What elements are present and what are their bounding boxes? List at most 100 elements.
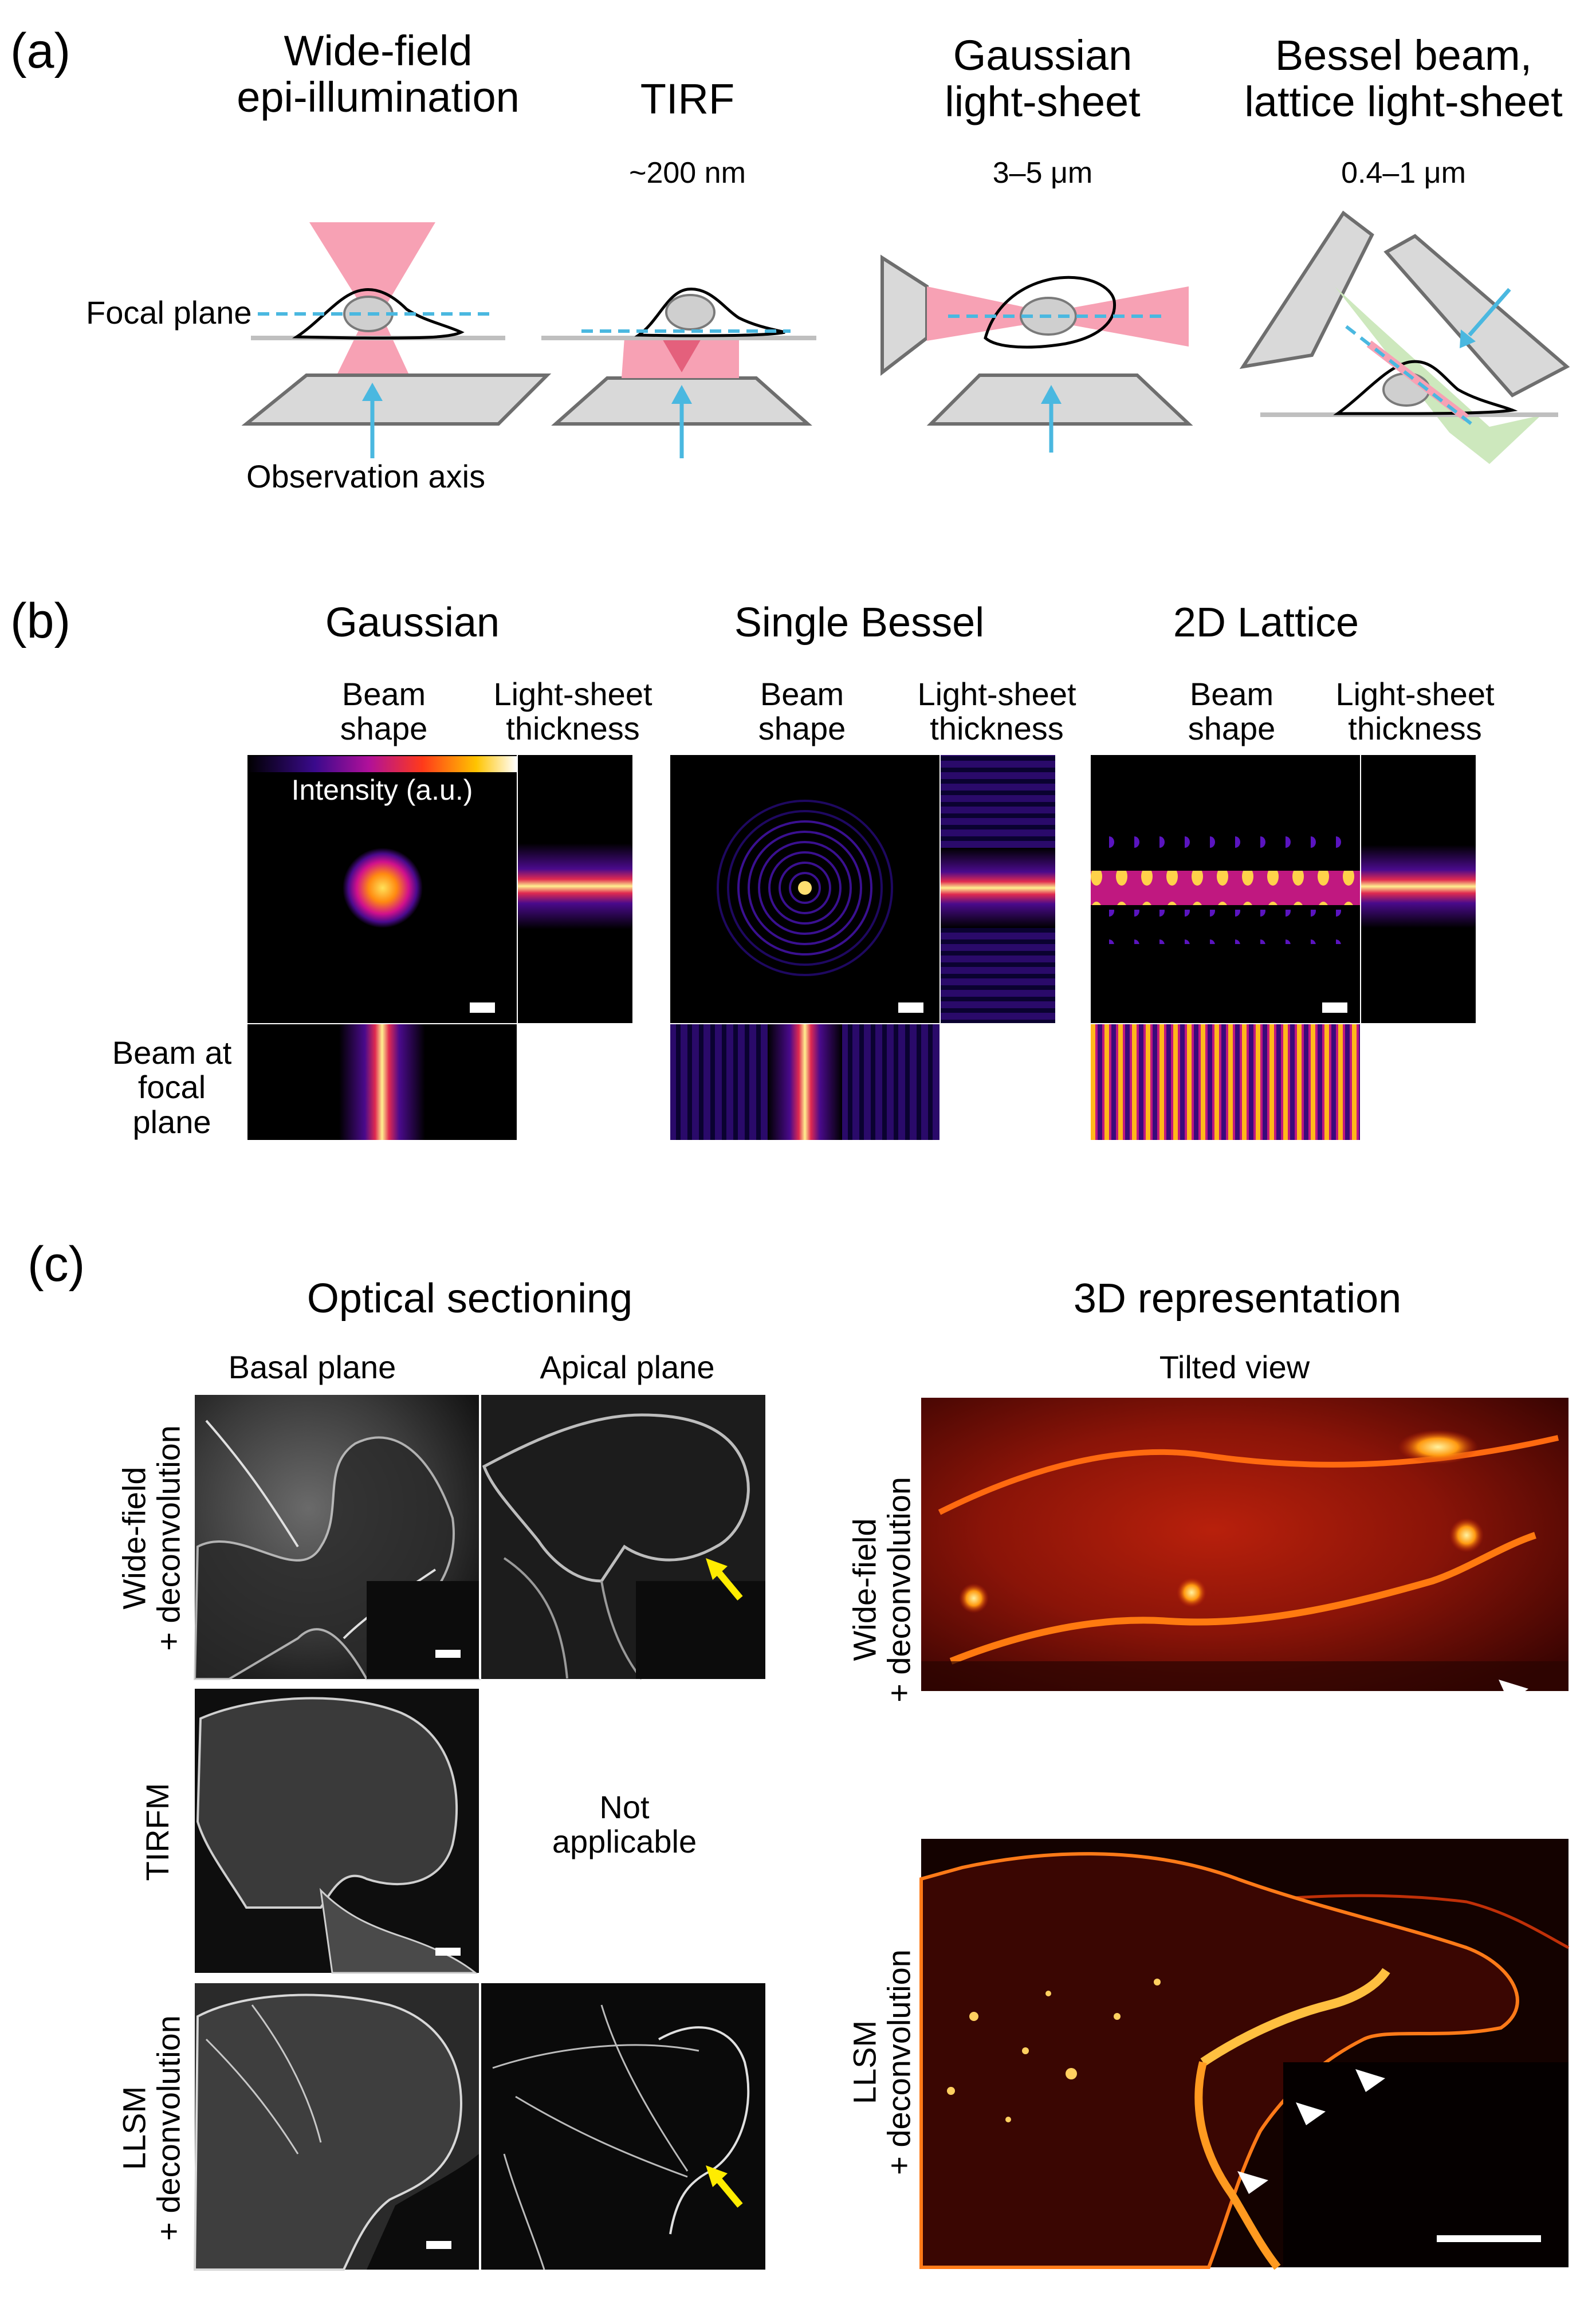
lattice-axis-arrow bbox=[1468, 288, 1511, 337]
gauss-sheet-thickness-line2: thickness bbox=[506, 710, 640, 747]
lattice-scalebar bbox=[1322, 1002, 1347, 1013]
repr-wf-lower-strand bbox=[949, 1532, 1536, 1665]
tirfm-basal-scalebar bbox=[435, 1948, 461, 1956]
gauss-sheet-thickness-label: Light-sheet thickness bbox=[470, 677, 676, 746]
wf-apical-fiber bbox=[503, 1557, 643, 1680]
gaussian-sheet-title-line2: light-sheet bbox=[945, 78, 1141, 126]
gauss-beam-shape-line2: shape bbox=[340, 710, 428, 747]
panel-a-letter: (a) bbox=[10, 23, 71, 78]
wf-apical-cell-edge bbox=[482, 1413, 750, 1583]
widefield-cell bbox=[292, 288, 465, 340]
not-applicable-line1: Not bbox=[599, 1789, 650, 1825]
lattice-sheet-thickness-label: Light-sheet thickness bbox=[1312, 677, 1518, 746]
repr-llsm-bright-ridge bbox=[1200, 1968, 1390, 2066]
bessel-beam-shape-label: Beam shape bbox=[716, 677, 888, 746]
lattice-sheet-thickness-line1: Light-sheet bbox=[1335, 676, 1495, 712]
gaussian-sheet-title: Gaussian light-sheet bbox=[882, 32, 1203, 125]
llsm-basal-fibers bbox=[205, 2004, 322, 2154]
wf-basal-scalebar bbox=[435, 1650, 461, 1658]
lattice-focal-dash bbox=[1345, 325, 1476, 428]
gaussian-arrowhead bbox=[1041, 385, 1062, 404]
tirf-arrowhead bbox=[671, 385, 692, 404]
repr-llsm-arrowhead-1 bbox=[1237, 2171, 1268, 2194]
lattice-arrowhead bbox=[1460, 329, 1476, 348]
gaussian-cell bbox=[984, 276, 1117, 349]
gauss-thickness-band bbox=[518, 843, 632, 929]
bessel-thickness-band bbox=[941, 848, 1055, 928]
beam-focal-line3: plane bbox=[132, 1103, 211, 1140]
panel-b-letter: (b) bbox=[10, 593, 71, 648]
b-bessel-title: Single Bessel bbox=[734, 600, 985, 646]
repr-llsm-scalebar bbox=[1437, 2235, 1541, 2242]
repr-llsm-arrowhead-2 bbox=[1296, 2102, 1326, 2125]
gauss-beam-shape-label: Beam shape bbox=[298, 677, 470, 746]
lattice-diagram bbox=[1239, 210, 1570, 464]
repr-wf-spot-c bbox=[1449, 1518, 1484, 1552]
repr-wf-arrowheads bbox=[1154, 1680, 1528, 1783]
bessel-center-spot bbox=[798, 881, 812, 895]
not-applicable-line2: applicable bbox=[552, 1823, 697, 1860]
lattice-center-dots bbox=[1091, 871, 1360, 905]
repr-wf-arrowhead-2 bbox=[1351, 1720, 1381, 1743]
apical-plane-label: Apical plane bbox=[540, 1349, 715, 1385]
repr-llsm-dark-region bbox=[1283, 2062, 1569, 2267]
gaussian-sheet-diagram bbox=[880, 254, 1193, 453]
tirf-depth: ~200 nm bbox=[629, 156, 746, 190]
tirf-light-dark bbox=[662, 338, 702, 372]
repr-wf-scalebar bbox=[1429, 1794, 1535, 1801]
lattice-illumination-objective bbox=[1239, 210, 1374, 369]
bessel-beam-shape-line2: shape bbox=[758, 710, 846, 747]
tirf-diagram bbox=[541, 288, 816, 458]
lattice-sheet-thickness-line2: thickness bbox=[1348, 710, 1482, 747]
bessel-sheet-thickness-line2: thickness bbox=[930, 710, 1064, 747]
tirf-cell bbox=[634, 288, 785, 337]
tilted-view-label: Tilted view bbox=[1159, 1349, 1310, 1385]
bessel-beam-shape-line1: Beam bbox=[760, 676, 844, 712]
lattice-thickness-band bbox=[1361, 845, 1476, 928]
repr-wf-spot-a bbox=[959, 1583, 989, 1613]
gauss-beam-shape-line1: Beam bbox=[341, 676, 426, 712]
illumination-schematics bbox=[241, 210, 1570, 464]
tirf-title: TIRF bbox=[640, 75, 735, 123]
widefield-objective bbox=[241, 373, 552, 426]
bessel-depth: 0.4–1 μm bbox=[1341, 156, 1466, 190]
bessel-focal-band bbox=[768, 1024, 842, 1140]
wf-apical-yellow-arrow bbox=[706, 1558, 743, 1601]
llsm-apical-fibers bbox=[492, 2004, 699, 2270]
wf-basal-dark-region bbox=[367, 1581, 479, 1679]
bessel-scalebar bbox=[898, 1002, 923, 1013]
bessel-sheet-thickness-label: Light-sheet thickness bbox=[894, 677, 1100, 746]
repr-llsm-arrowheads bbox=[1237, 2069, 1385, 2194]
repr-wf-dark-lower bbox=[921, 1661, 1569, 1691]
repr-llsm-descending-ridge bbox=[1194, 2061, 1281, 2270]
repr-wf-arrowhead-1 bbox=[1154, 1760, 1184, 1783]
intensity-colorbar bbox=[247, 756, 517, 772]
tirfm-basal-cell bbox=[196, 1697, 458, 1909]
repr-llsm-dots bbox=[947, 1979, 1161, 2122]
gauss-scalebar bbox=[470, 1002, 495, 1013]
lattice-beam-shape-line2: shape bbox=[1188, 710, 1276, 747]
lattice-side-dots-bottom bbox=[1091, 910, 1360, 944]
lattice-side-dots-top bbox=[1091, 833, 1360, 868]
repr-wf-spot-b bbox=[1177, 1578, 1206, 1607]
beam-focal-plane-label: Beam at focal plane bbox=[103, 1035, 241, 1140]
beam-focal-line1: Beam at bbox=[112, 1035, 232, 1071]
panel-c-letter: (c) bbox=[27, 1237, 85, 1292]
gaussian-depth: 3–5 μm bbox=[992, 156, 1093, 190]
3d-representation-title: 3D representation bbox=[1073, 1276, 1402, 1322]
bessel-lattice-title-line1: Bessel beam, bbox=[1275, 32, 1532, 79]
b-gaussian-title: Gaussian bbox=[325, 600, 500, 646]
repr-llsm-arrowhead-3 bbox=[1355, 2069, 1385, 2092]
gauss-beam-spot bbox=[343, 848, 423, 928]
lattice-focal-image bbox=[1091, 1024, 1360, 1140]
focal-plane-label: Focal plane bbox=[86, 294, 252, 331]
observation-axis-label: Observation axis bbox=[246, 458, 486, 494]
b-lattice-title: 2D Lattice bbox=[1173, 600, 1359, 646]
widefield-title-line2: epi-illumination bbox=[237, 73, 520, 121]
tirf-nucleus bbox=[665, 294, 716, 331]
repr-llsm-cell-body bbox=[919, 1852, 1519, 2269]
gaussian-sheet-title-line1: Gaussian bbox=[953, 32, 1133, 79]
not-applicable-text: Not applicable bbox=[550, 1790, 699, 1859]
bessel-lattice-title-line2: lattice light-sheet bbox=[1244, 78, 1563, 126]
